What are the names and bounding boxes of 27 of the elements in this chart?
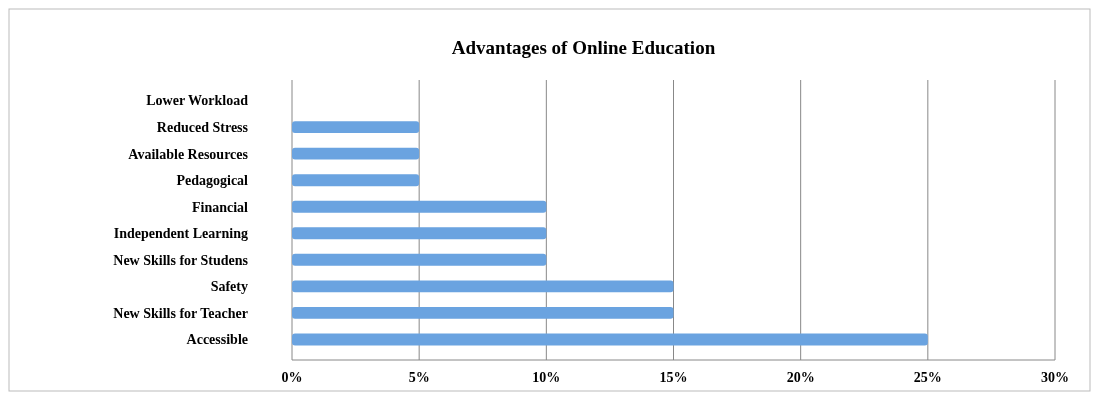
y-tick-label: Pedagogical: [176, 173, 249, 189]
y-tick-label: Lower Workload: [146, 93, 249, 109]
x-tick-label: 15%: [659, 370, 688, 385]
y-tick-label: Reduced Stress: [156, 120, 249, 136]
y-tick-label: New Skills for Studens: [113, 252, 249, 268]
x-tick-label: 30%: [1041, 370, 1069, 385]
y-tick-label: Available Resources: [128, 146, 249, 162]
bar: [292, 306, 674, 319]
y-tick-label: Safety: [210, 279, 248, 295]
x-tick-label: 0%: [281, 370, 303, 385]
bar: [292, 200, 547, 213]
x-tick-label: 5%: [408, 370, 430, 385]
bar: [292, 333, 928, 346]
y-tick-label: New Skills for Teacher: [113, 305, 248, 321]
bar: [292, 227, 547, 240]
bar: [292, 174, 420, 187]
x-tick-label: 25%: [913, 370, 942, 385]
x-tick-label: 20%: [786, 370, 815, 385]
y-tick-label: Independent Learning: [113, 226, 248, 242]
y-tick-label: Financial: [191, 199, 249, 215]
bar: [292, 280, 674, 293]
bar: [292, 121, 420, 134]
x-tick-label: 10%: [532, 370, 561, 385]
bar: [292, 253, 547, 266]
bar: [292, 147, 420, 160]
y-tick-label: Accessible: [186, 332, 248, 348]
chart-title: Advantages of Online Education: [451, 37, 716, 58]
